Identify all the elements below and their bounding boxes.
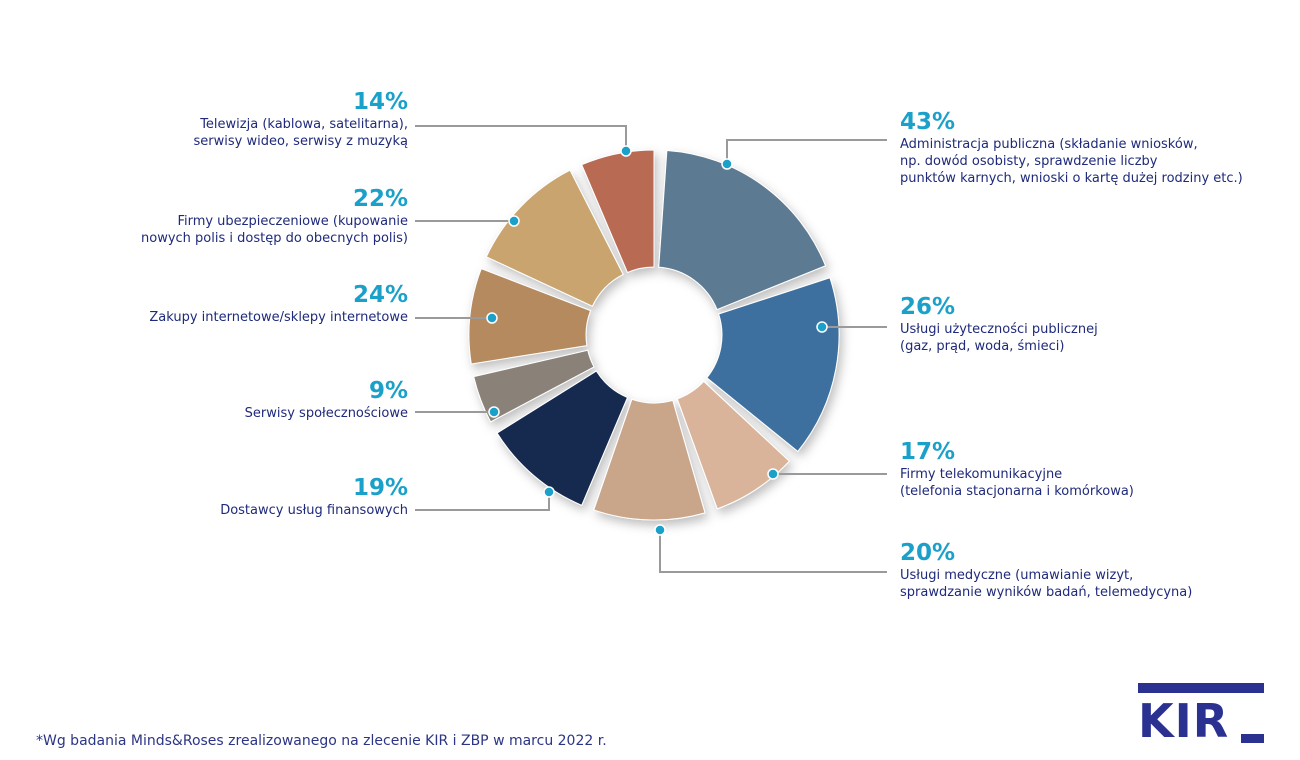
segment-label: 20% Usługi medyczne (umawianie wizyt, spr… bbox=[900, 541, 1192, 601]
donut-segment-outline bbox=[485, 169, 624, 307]
segment-label: 43% Administracja publiczna (składanie wn… bbox=[900, 110, 1243, 187]
segment-description: Telewizja (kablowa, satelitarna), serwis… bbox=[193, 117, 409, 149]
donut-segment bbox=[677, 381, 790, 509]
segment-label: 14% Telewizja (kablowa, satelitarna), ser… bbox=[194, 90, 409, 150]
segment-label: 9% Serwisy społecznościowe bbox=[245, 379, 408, 422]
donut-segment-outline bbox=[593, 398, 706, 521]
leader-dot bbox=[543, 486, 555, 498]
leader-dot bbox=[486, 312, 498, 324]
segment-description: Firmy ubezpieczeniowe (kupowanie nowych … bbox=[141, 214, 408, 246]
segment-percentage: 22% bbox=[352, 186, 408, 212]
segment-description: Firmy telekomunikacyjne (telefonia stacj… bbox=[900, 467, 1134, 499]
segment-label: 26% Usługi użyteczności publicznej (gaz, … bbox=[900, 295, 1098, 355]
donut-segment-outline bbox=[581, 149, 655, 274]
donut-segment bbox=[473, 350, 594, 422]
segment-percentage: 24% bbox=[352, 282, 408, 308]
segment-description: Usługi użyteczności publicznej (gaz, prą… bbox=[900, 322, 1098, 354]
leader-dot bbox=[508, 215, 520, 227]
donut-segment bbox=[658, 150, 826, 310]
segment-description: Serwisy społecznościowe bbox=[244, 406, 408, 421]
segment-percentage: 19% bbox=[352, 475, 408, 501]
segment-percentage: 26% bbox=[900, 294, 956, 320]
donut-segment bbox=[581, 150, 654, 273]
leader-line bbox=[726, 139, 887, 164]
donut-segment bbox=[706, 277, 839, 452]
segment-percentage: 17% bbox=[900, 439, 956, 465]
segment-label: 22% Firmy ubezpieczeniowe (kupowanie nowy… bbox=[141, 187, 408, 247]
segment-label: 24% Zakupy internetowe/sklepy internetowe bbox=[149, 283, 408, 326]
leader-line bbox=[659, 530, 887, 573]
segment-description: Dostawcy usług finansowych bbox=[220, 503, 408, 518]
segment-percentage: 20% bbox=[900, 540, 956, 566]
kir-logo: KIR bbox=[1138, 683, 1264, 747]
segment-description: Zakupy internetowe/sklepy internetowe bbox=[149, 310, 408, 325]
donut-segment-outline bbox=[468, 268, 592, 365]
segment-description: Usługi medyczne (umawianie wizyt, sprawd… bbox=[900, 568, 1193, 600]
segment-label: 19% Dostawcy usług finansowych bbox=[220, 476, 408, 519]
donut-segment-outline bbox=[473, 349, 595, 423]
leader-line bbox=[415, 492, 550, 511]
segment-percentage: 9% bbox=[368, 378, 408, 404]
leader-dot bbox=[654, 524, 666, 536]
donut-segments bbox=[468, 149, 840, 521]
leader-dot bbox=[721, 158, 733, 170]
footnote: *Wg badania Minds&Roses zrealizowanego n… bbox=[36, 733, 607, 749]
leader-dot bbox=[767, 468, 779, 480]
leader-dot bbox=[816, 321, 828, 333]
segment-description: Administracja publiczna (składanie wnios… bbox=[900, 137, 1243, 186]
segment-label: 17% Firmy telekomunikacyjne (telefonia st… bbox=[900, 440, 1134, 500]
leader-dot bbox=[488, 406, 500, 418]
donut-segment-outline bbox=[706, 277, 840, 453]
leader-line bbox=[415, 125, 627, 151]
segment-percentage: 43% bbox=[900, 109, 956, 135]
segment-percentage: 14% bbox=[352, 89, 408, 115]
donut-segment bbox=[468, 268, 591, 364]
leader-dot bbox=[620, 145, 632, 157]
kir-logo-text: KIR bbox=[1138, 694, 1230, 748]
